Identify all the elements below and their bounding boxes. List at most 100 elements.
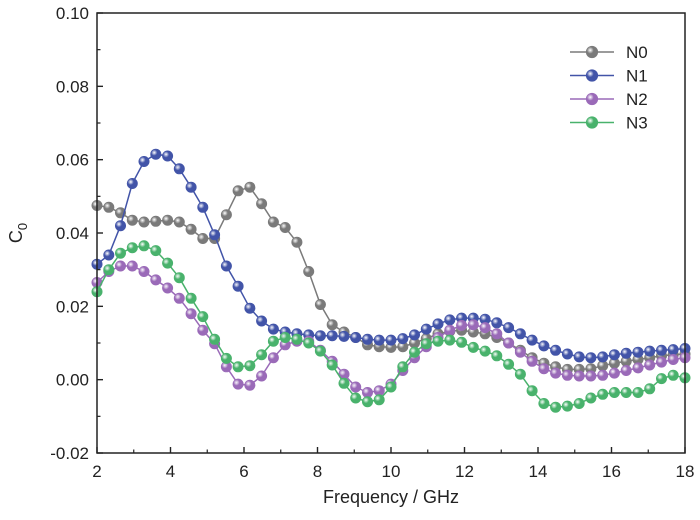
series-N3 xyxy=(91,240,691,413)
data-point xyxy=(138,240,150,252)
data-point xyxy=(373,394,385,406)
data-point xyxy=(644,345,656,357)
data-point xyxy=(162,150,174,162)
data-point xyxy=(173,272,185,284)
data-point xyxy=(314,330,326,342)
y-tick-label: 0.08 xyxy=(56,77,89,96)
data-point xyxy=(162,257,174,269)
data-point xyxy=(197,324,209,336)
y-tick-label: 0.04 xyxy=(56,224,89,243)
data-point xyxy=(126,242,138,254)
series-N1 xyxy=(91,148,691,364)
data-point xyxy=(126,178,138,190)
data-point xyxy=(279,222,291,234)
data-point xyxy=(585,352,597,364)
data-point xyxy=(432,318,444,330)
data-point xyxy=(173,216,185,228)
data-point xyxy=(491,350,503,362)
data-point xyxy=(655,344,667,356)
data-point xyxy=(467,341,479,353)
data-point xyxy=(185,223,197,235)
x-tick-label: 18 xyxy=(676,462,695,481)
x-tick-label: 4 xyxy=(166,462,175,481)
legend-label: N2 xyxy=(626,90,648,109)
data-point xyxy=(373,334,385,346)
data-point xyxy=(185,292,197,304)
legend-item-N0: N0 xyxy=(570,43,648,62)
y-tick-label: 0.02 xyxy=(56,297,89,316)
data-point xyxy=(397,333,409,345)
data-point xyxy=(644,359,656,371)
data-point xyxy=(632,362,644,374)
data-point xyxy=(138,156,150,168)
data-point xyxy=(303,337,315,349)
data-point xyxy=(397,361,409,373)
ticks-layer xyxy=(96,12,686,454)
data-point xyxy=(608,386,620,398)
data-point xyxy=(514,346,526,358)
data-point xyxy=(244,181,256,193)
y-axis-title-subscript: 0 xyxy=(15,223,30,230)
data-point xyxy=(314,345,326,357)
data-point xyxy=(220,209,232,221)
data-point xyxy=(550,401,562,413)
data-point xyxy=(573,370,585,382)
data-point xyxy=(550,344,562,356)
legend-label: N3 xyxy=(626,114,648,133)
data-point xyxy=(526,385,538,397)
data-point xyxy=(444,314,456,326)
x-tick-label: 10 xyxy=(382,462,401,481)
data-point xyxy=(115,247,127,259)
data-point xyxy=(385,334,397,346)
data-point xyxy=(256,315,268,327)
data-point xyxy=(503,358,515,370)
y-tick-label: 0.06 xyxy=(56,151,89,170)
legend-item-N2: N2 xyxy=(570,90,648,109)
data-point xyxy=(232,185,244,197)
data-point xyxy=(667,353,679,365)
data-point xyxy=(420,338,432,350)
data-point xyxy=(138,216,150,228)
data-point xyxy=(561,369,573,381)
data-point xyxy=(185,308,197,320)
data-point xyxy=(491,317,503,329)
x-tick-label: 16 xyxy=(602,462,621,481)
data-point xyxy=(444,334,456,346)
data-point xyxy=(150,274,162,286)
data-point xyxy=(138,265,150,277)
data-point xyxy=(291,333,303,345)
data-point xyxy=(126,214,138,226)
data-point xyxy=(467,319,479,331)
data-point xyxy=(655,373,667,385)
legend-marker xyxy=(585,45,599,59)
data-point xyxy=(173,163,185,175)
data-point xyxy=(326,319,338,331)
data-point xyxy=(338,377,350,389)
data-point xyxy=(620,347,632,359)
data-point xyxy=(444,324,456,336)
data-point xyxy=(244,360,256,372)
data-point xyxy=(644,383,656,395)
data-point xyxy=(197,311,209,323)
y-tick-label: 0.10 xyxy=(56,4,89,23)
data-point xyxy=(232,378,244,390)
data-point xyxy=(350,331,362,343)
data-point xyxy=(655,356,667,368)
data-point xyxy=(150,148,162,160)
data-point xyxy=(573,351,585,363)
data-point xyxy=(173,292,185,304)
data-point xyxy=(667,344,679,356)
series-line-N1 xyxy=(96,153,686,359)
data-point xyxy=(267,335,279,347)
data-point xyxy=(538,363,550,375)
data-point xyxy=(503,337,515,349)
data-point xyxy=(232,361,244,373)
data-point xyxy=(526,334,538,346)
series-line-N2 xyxy=(96,265,686,394)
data-point xyxy=(550,367,562,379)
data-point xyxy=(279,331,291,343)
tick-labels-layer: 2 4 6 8 10 12 14 16 18 -0.02 0.00 0.02 0.04 0.06 0.08 0… xyxy=(50,4,694,481)
data-point xyxy=(209,333,221,345)
data-point xyxy=(479,345,491,357)
data-point xyxy=(597,388,609,400)
